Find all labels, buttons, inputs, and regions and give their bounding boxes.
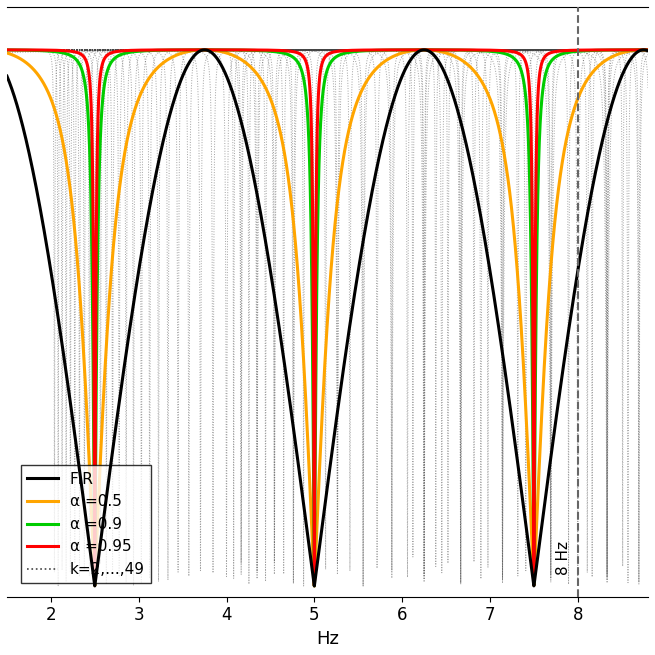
Text: 8 Hz: 8 Hz [556, 541, 571, 575]
Legend: FIR, α =0.5, α =0.9, α =0.95, k=2,...,49: FIR, α =0.5, α =0.9, α =0.95, k=2,...,49 [21, 466, 151, 583]
X-axis label: Hz: Hz [316, 630, 339, 648]
